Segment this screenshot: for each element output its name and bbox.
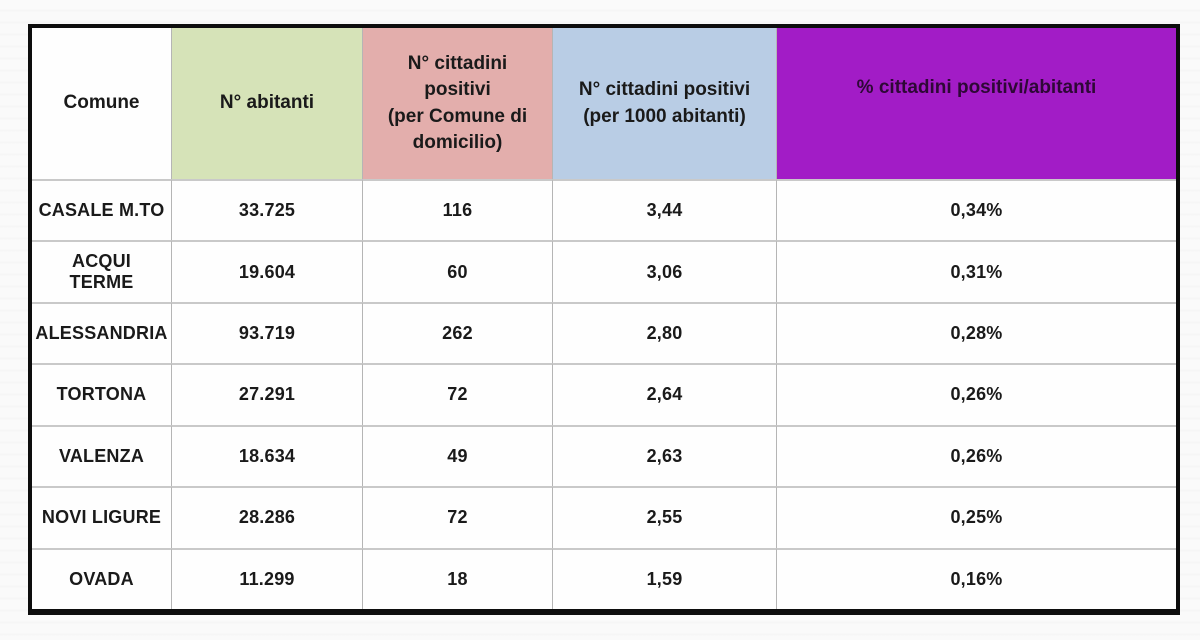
cell-per-1000: 3,44 (553, 179, 777, 241)
cell-positivi: 18 (363, 547, 553, 609)
cell-comune: CASALE M.TO (32, 179, 172, 241)
cell-percent: 0,25% (777, 486, 1176, 548)
cell-abitanti: 28.286 (172, 486, 363, 548)
cell-per-1000: 2,80 (553, 301, 777, 364)
col-header-abitanti: N° abitanti (172, 28, 363, 179)
cell-abitanti: 93.719 (172, 301, 363, 364)
cell-positivi: 116 (363, 179, 553, 241)
cell-comune: ALESSANDRIA (32, 301, 172, 364)
cell-positivi: 262 (363, 301, 553, 364)
col-header-positivi-comune: N° cittadini positivi (per Comune di dom… (363, 28, 553, 179)
cell-positivi: 72 (363, 486, 553, 548)
cell-abitanti: 11.299 (172, 547, 363, 609)
cell-percent: 0,34% (777, 179, 1176, 241)
cell-positivi: 72 (363, 363, 553, 425)
cell-abitanti: 19.604 (172, 240, 363, 302)
cell-comune: NOVI LIGURE (32, 486, 172, 548)
cell-comune: OVADA (32, 547, 172, 609)
cell-abitanti: 18.634 (172, 424, 363, 487)
cell-percent: 0,26% (777, 363, 1176, 425)
cell-percent: 0,26% (777, 424, 1176, 487)
positives-by-comune-table: Comune N° abitanti N° cittadini positivi… (28, 24, 1180, 615)
cell-percent: 0,31% (777, 240, 1176, 302)
cell-per-1000: 1,59 (553, 547, 777, 609)
cell-percent: 0,16% (777, 547, 1176, 609)
cell-positivi: 49 (363, 424, 553, 487)
cell-per-1000: 3,06 (553, 240, 777, 302)
cell-comune: TORTONA (32, 363, 172, 425)
cell-per-1000: 2,63 (553, 424, 777, 487)
col-header-percent-positivi: % cittadini positivi/abitanti (777, 28, 1176, 179)
cell-comune: ACQUI TERME (32, 240, 172, 302)
col-header-comune: Comune (32, 28, 172, 179)
cell-positivi: 60 (363, 240, 553, 302)
cell-abitanti: 33.725 (172, 179, 363, 241)
cell-per-1000: 2,55 (553, 486, 777, 548)
cell-comune: VALENZA (32, 424, 172, 487)
col-header-positivi-1000: N° cittadini positivi (per 1000 abitanti… (553, 28, 777, 179)
cell-abitanti: 27.291 (172, 363, 363, 425)
cell-percent: 0,28% (777, 301, 1176, 364)
cell-per-1000: 2,64 (553, 363, 777, 425)
